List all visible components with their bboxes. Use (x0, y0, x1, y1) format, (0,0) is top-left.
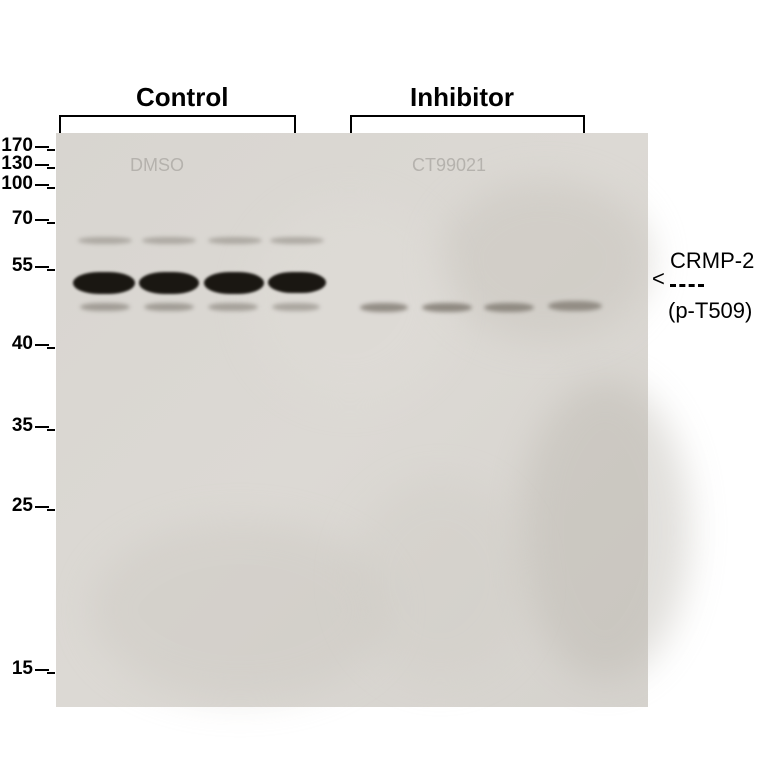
mw-tick (35, 146, 49, 148)
bracket-inhibitor-top (350, 115, 585, 117)
mw-tick (47, 269, 55, 271)
band-control-main (139, 272, 199, 294)
bracket-control-right (294, 115, 296, 133)
mw-tick (35, 669, 49, 671)
bracket-control-left (59, 115, 61, 133)
sublabel-ct99021: CT99021 (412, 155, 486, 176)
target-label-line2: (p-T509) (668, 298, 752, 324)
mw-marker-25: 25 (0, 495, 33, 517)
mw-tick (35, 266, 49, 268)
band-inhibitor (548, 301, 602, 311)
noise-patch (520, 380, 690, 680)
mw-tick (35, 426, 49, 428)
mw-tick (47, 509, 55, 511)
mw-tick (47, 149, 55, 151)
bracket-inhibitor-left (350, 115, 352, 133)
band-control-main (73, 272, 135, 294)
mw-marker-35: 35 (0, 415, 33, 437)
band-control-secondary (80, 303, 130, 311)
mw-marker-100: 100 (0, 173, 33, 195)
mw-tick (47, 222, 55, 224)
mw-tick (35, 184, 49, 186)
band-upper-faint (208, 237, 262, 244)
mw-tick (47, 429, 55, 431)
group-label-inhibitor: Inhibitor (410, 82, 514, 113)
group-label-control: Control (136, 82, 228, 113)
mw-tick (47, 672, 55, 674)
band-control-main (204, 272, 264, 294)
target-dash (670, 284, 704, 287)
band-upper-faint (142, 237, 196, 244)
mw-marker-55: 55 (0, 255, 33, 277)
band-control-secondary (144, 303, 194, 311)
mw-tick (35, 344, 49, 346)
mw-tick (35, 164, 49, 166)
mw-tick (35, 219, 49, 221)
mw-marker-130: 130 (0, 153, 33, 175)
noise-patch (250, 200, 450, 400)
band-control-main (268, 272, 326, 293)
bracket-control-top (59, 115, 296, 117)
mw-tick (47, 187, 55, 189)
mw-marker-70: 70 (0, 208, 33, 230)
noise-patch (350, 480, 530, 680)
mw-tick (47, 167, 55, 169)
target-label-line1: CRMP-2 (670, 248, 754, 274)
band-control-secondary (208, 303, 258, 311)
western-blot-figure: 170 130 100 70 55 40 35 25 15 Control DM… (0, 0, 764, 764)
noise-patch (440, 180, 650, 340)
noise-patch (90, 520, 390, 700)
band-inhibitor (422, 303, 472, 312)
band-inhibitor (360, 303, 408, 312)
mw-marker-40: 40 (0, 333, 33, 355)
band-upper-faint (270, 237, 324, 244)
band-inhibitor (484, 303, 534, 312)
mw-tick (35, 506, 49, 508)
band-control-secondary (272, 303, 320, 311)
mw-tick (47, 347, 55, 349)
bracket-inhibitor-right (583, 115, 585, 133)
sublabel-dmso: DMSO (130, 155, 184, 176)
mw-marker-15: 15 (0, 658, 33, 680)
band-upper-faint (78, 237, 132, 244)
arrow-icon: < (652, 266, 665, 292)
